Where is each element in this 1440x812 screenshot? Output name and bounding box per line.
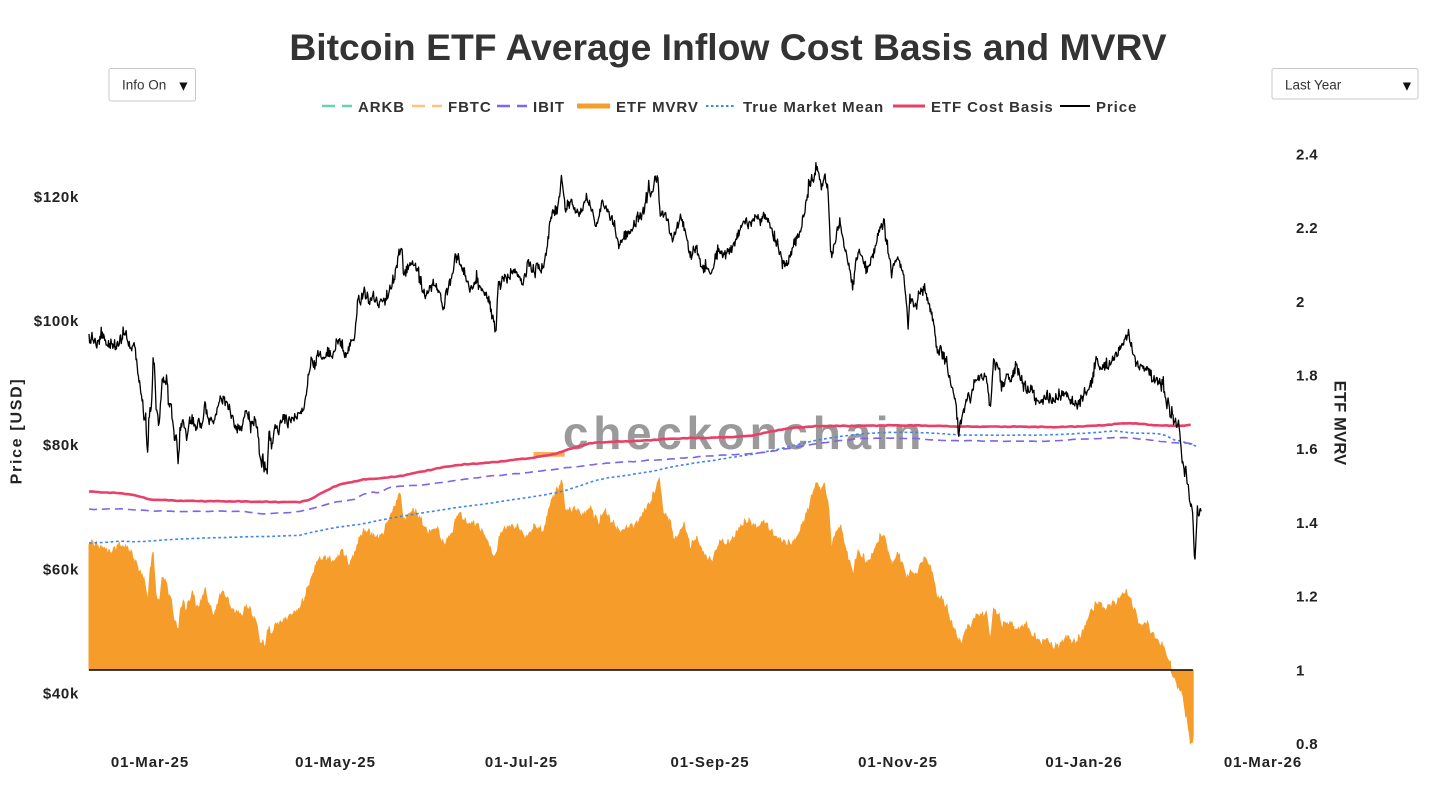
svg-text:checkonchain: checkonchain [563,407,926,459]
svg-text:01-Jan-26: 01-Jan-26 [1045,754,1122,771]
svg-text:01-May-25: 01-May-25 [295,754,376,771]
svg-text:Last Year: Last Year [1285,78,1342,93]
svg-text:$60k: $60k [43,561,79,578]
svg-text:1: 1 [1296,662,1305,679]
svg-text:0.8: 0.8 [1296,736,1318,753]
svg-text:▼: ▼ [177,77,191,93]
svg-text:01-Sep-25: 01-Sep-25 [671,754,750,771]
svg-text:ARKB: ARKB [358,99,405,116]
svg-text:$40k: $40k [43,685,79,702]
svg-text:2.4: 2.4 [1296,146,1318,163]
svg-text:1.4: 1.4 [1296,515,1318,532]
svg-text:Bitcoin ETF Average Inflow Cos: Bitcoin ETF Average Inflow Cost Basis an… [289,26,1166,68]
svg-text:01-Mar-25: 01-Mar-25 [111,754,189,771]
svg-text:2.2: 2.2 [1296,220,1318,237]
svg-text:True Market Mean: True Market Mean [743,99,884,116]
svg-text:$100k: $100k [34,313,79,330]
svg-text:$80k: $80k [43,437,79,454]
svg-text:FBTC: FBTC [448,99,492,116]
svg-text:1.6: 1.6 [1296,441,1318,458]
svg-text:▼: ▼ [1400,77,1414,93]
svg-text:$120k: $120k [34,189,79,206]
svg-text:ETF Cost Basis: ETF Cost Basis [931,99,1054,116]
svg-text:01-Nov-25: 01-Nov-25 [858,754,938,771]
svg-text:Price: Price [1096,99,1137,116]
svg-text:01-Mar-26: 01-Mar-26 [1224,754,1302,771]
svg-text:ETF MVRV: ETF MVRV [616,99,699,116]
svg-text:1.2: 1.2 [1296,589,1318,606]
svg-text:2: 2 [1296,294,1305,311]
svg-text:Info On: Info On [122,78,166,93]
svg-text:ETF MVRV: ETF MVRV [1331,381,1349,466]
svg-text:01-Jul-25: 01-Jul-25 [485,754,558,771]
svg-text:Price [USD]: Price [USD] [9,378,26,485]
svg-text:IBIT: IBIT [533,99,565,116]
svg-text:1.8: 1.8 [1296,368,1318,385]
